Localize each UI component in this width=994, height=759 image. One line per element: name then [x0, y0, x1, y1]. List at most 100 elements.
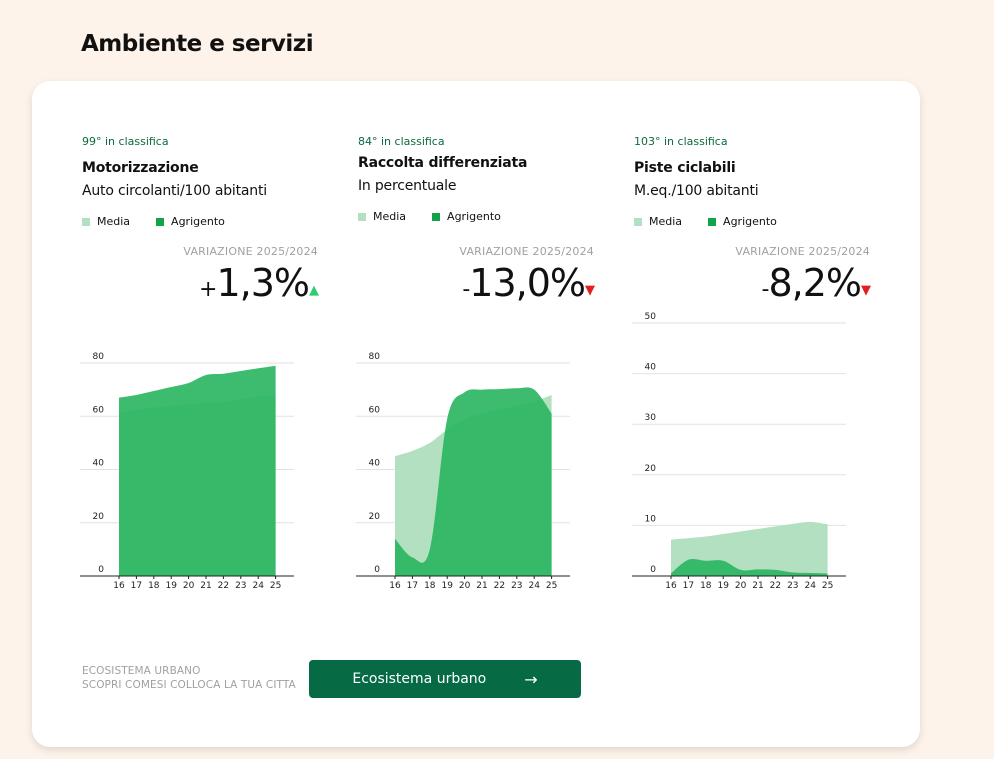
legend-city-label: Agrigento — [723, 215, 777, 228]
y-tick-label: 60 — [93, 405, 105, 415]
y-tick-label: 60 — [369, 405, 381, 415]
variation-sign: - — [761, 277, 770, 302]
y-tick-label: 10 — [645, 514, 657, 524]
rank-label: 103° in classifica — [634, 135, 728, 148]
x-tick-label: 25 — [270, 581, 281, 591]
chart-raccolta-differenziata: 0 20 40 60 80 16 17 18 19 20 21 22 23 24 25 — [356, 352, 570, 591]
series-area-agrigento — [395, 387, 552, 576]
x-tick-label: 17 — [131, 581, 142, 591]
metric-title: Raccolta differenziata — [358, 155, 528, 171]
variation-sign: + — [199, 277, 217, 302]
variation-number: 1,3% — [216, 261, 310, 305]
chart-legend: Media Agrigento — [358, 210, 618, 223]
arrow-right-icon: → — [524, 669, 538, 689]
metric-subtitle: Auto circolanti/100 abitanti — [82, 183, 267, 199]
legend-media-label: Media — [373, 210, 407, 223]
legend-city-swatch — [156, 217, 165, 226]
legend-city-swatch — [432, 212, 441, 221]
x-tick-label: 21 — [200, 581, 211, 591]
footer-caption: ECOSISTEMA URBANO SCOPRI COMESI COLLOCA … — [82, 664, 296, 692]
variation-label: VARIAZIONE 2025/2024 — [183, 245, 318, 258]
x-tick-label: 20 — [183, 581, 195, 591]
series-area-agrigento — [119, 365, 276, 576]
legend-media: Media — [634, 215, 682, 228]
variation-label: VARIAZIONE 2025/2024 — [735, 245, 870, 258]
x-tick-label: 19 — [441, 581, 453, 591]
y-tick-label: 20 — [645, 464, 657, 474]
x-tick-label: 20 — [459, 581, 471, 591]
chart-motorizzazione: 0 20 40 60 80 16 17 18 19 20 21 22 23 24 25 — [80, 352, 294, 591]
y-tick-label: 30 — [645, 413, 657, 423]
x-tick-label: 25 — [546, 581, 557, 591]
metric-title: Piste ciclabili — [634, 160, 736, 176]
y-tick-label: 50 — [645, 312, 657, 322]
legend-city: Agrigento — [432, 210, 501, 223]
panel-motorizzazione: 99° in classifica Motorizzazione Auto ci… — [82, 135, 342, 228]
variation-number: 13,0% — [469, 261, 586, 305]
legend-media-swatch — [358, 212, 366, 221]
triangle-down-icon: ▼ — [585, 283, 595, 298]
legend-media-swatch — [82, 217, 90, 226]
x-tick-label: 24 — [252, 581, 264, 591]
x-tick-label: 22 — [770, 581, 781, 591]
variation-value: +1,3%▲ — [78, 261, 319, 305]
variation-value: -13,0%▼ — [354, 261, 595, 305]
legend-media: Media — [82, 215, 130, 228]
x-tick-label: 21 — [752, 581, 763, 591]
chart-legend: Media Agrigento — [634, 215, 894, 228]
legend-city-swatch — [708, 217, 717, 226]
variation-label: VARIAZIONE 2025/2024 — [459, 245, 594, 258]
x-tick-label: 20 — [735, 581, 747, 591]
y-tick-label: 80 — [93, 352, 105, 362]
y-tick-label: 0 — [650, 565, 656, 575]
y-tick-label: 20 — [93, 512, 105, 522]
legend-media-label: Media — [97, 215, 131, 228]
y-tick-label: 40 — [369, 459, 381, 469]
footer-line-1: ECOSISTEMA URBANO — [82, 665, 201, 677]
y-tick-label: 20 — [369, 512, 381, 522]
legend-city: Agrigento — [156, 215, 225, 228]
legend-media: Media — [358, 210, 406, 223]
variation-sign: - — [462, 277, 470, 302]
x-tick-label: 16 — [113, 581, 125, 591]
variation-number: 8,2% — [768, 261, 862, 305]
x-tick-label: 16 — [665, 581, 677, 591]
series-area-agrigento — [671, 559, 828, 576]
variation-value: -8,2%▼ — [630, 261, 872, 305]
y-tick-label: 0 — [98, 565, 104, 575]
footer-line-2: SCOPRI COMESI COLLOCA LA TUA CITTA — [82, 679, 296, 691]
x-tick-label: 23 — [235, 581, 246, 591]
x-tick-label: 21 — [476, 581, 487, 591]
panel-piste-ciclabili: 103° in classifica Piste ciclabili M.eq.… — [634, 135, 894, 228]
rank-label: 84° in classifica — [358, 135, 445, 148]
ecosistema-urbano-button[interactable]: Ecosistema urbano → — [309, 660, 581, 698]
x-tick-label: 19 — [717, 581, 729, 591]
x-tick-label: 22 — [494, 581, 505, 591]
y-tick-label: 0 — [374, 565, 380, 575]
x-tick-label: 18 — [148, 581, 160, 591]
x-tick-label: 17 — [407, 581, 418, 591]
metric-subtitle: In percentuale — [358, 178, 457, 194]
button-label: Ecosistema urbano — [352, 671, 487, 687]
x-tick-label: 24 — [528, 581, 540, 591]
triangle-down-icon: ▼ — [861, 283, 871, 298]
panel-raccolta-differenziata: 84° in classifica Raccolta differenziata… — [358, 135, 618, 223]
x-tick-label: 25 — [822, 581, 833, 591]
triangle-up-icon: ▲ — [309, 283, 319, 298]
x-tick-label: 17 — [683, 581, 694, 591]
x-tick-label: 16 — [389, 581, 401, 591]
metric-subtitle: M.eq./100 abitanti — [634, 183, 759, 199]
x-tick-label: 23 — [511, 581, 522, 591]
x-tick-label: 19 — [165, 581, 177, 591]
y-tick-label: 40 — [645, 363, 657, 373]
metric-title: Motorizzazione — [82, 160, 199, 176]
x-tick-label: 22 — [218, 581, 229, 591]
x-tick-label: 18 — [700, 581, 712, 591]
chart-piste-ciclabili: 0 10 20 30 40 50 16 17 18 19 20 21 22 23 24 25 — [632, 312, 846, 591]
legend-city-label: Agrigento — [447, 210, 501, 223]
legend-city: Agrigento — [708, 215, 777, 228]
x-tick-label: 23 — [787, 581, 798, 591]
legend-media-swatch — [634, 217, 642, 226]
rank-label: 99° in classifica — [82, 135, 169, 148]
y-tick-label: 80 — [369, 352, 381, 362]
